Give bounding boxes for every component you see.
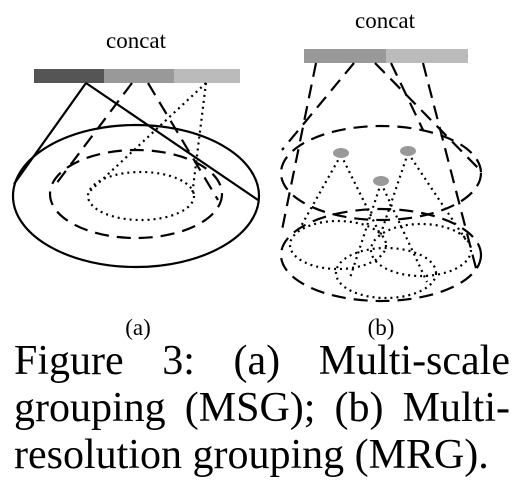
panel-a-bar-segment-1 [34, 69, 104, 83]
panel-b-local-region-bottom [334, 246, 438, 300]
panel-a-middle-cone-left [55, 82, 133, 185]
panel-a-outer-cone-right [85, 82, 259, 201]
panel-b-dotted-link [380, 182, 428, 283]
panel-b-bar-segment-2 [386, 49, 468, 63]
panel-a-inner-scale-ellipse [86, 170, 196, 222]
panel-a-bar-segment-3 [174, 69, 240, 83]
panel-b-dotted-link [348, 182, 383, 279]
panel-b-upper-level-ellipse [279, 124, 483, 222]
panel-b-dashed-cone-line [390, 62, 424, 131]
panel-b-local-region-left [288, 219, 388, 271]
panel-b-sampled-point [373, 176, 389, 186]
panel-a-bar-segment-2 [104, 69, 174, 83]
figure-caption: Figure 3: (a) Multi-scale grouping (MSG)… [14, 338, 510, 479]
panel-b-concat-label: concat [355, 8, 416, 33]
panel-a-middle-cone-right [147, 82, 219, 201]
panel-a-middle-scale-ellipse [48, 148, 224, 240]
caption-line-3: resolution grouping (MRG). [14, 432, 489, 478]
panel-b-dashed-cone-line [374, 62, 481, 171]
panel-a: concat (a) [11, 28, 261, 340]
panel-b-bar-segment-1 [304, 49, 386, 63]
panel-b-lower-level-ellipse [279, 207, 483, 303]
panel-a-concat-label: concat [106, 28, 167, 53]
panel-b: concat [279, 8, 483, 340]
panel-b-dotted-link [378, 152, 410, 237]
caption-line-1: Figure 3: (a) Multi-scale [14, 338, 510, 384]
panel-b-dashed-cone-line [280, 62, 318, 231]
panel-b-sampled-point [400, 146, 416, 156]
panel-b-dashed-cone-line [281, 62, 355, 151]
panel-b-dotted-link [340, 154, 382, 237]
diagram-canvas: concat (a) concat [11, 8, 483, 340]
panel-b-sampled-point [333, 148, 349, 158]
panel-a-outer-scale-ellipse [11, 123, 261, 269]
panel-b-sublabel: (b) [368, 315, 395, 340]
panel-b-dashed-cone-line [421, 62, 480, 277]
panel-a-outer-cone-left [13, 82, 87, 185]
panel-b-local-region-right [369, 222, 473, 278]
panel-a-inner-cone-right [190, 82, 208, 197]
panel-a-sublabel: (a) [125, 315, 151, 340]
caption-line-2: grouping (MSG); (b) Multi- [14, 385, 510, 431]
panel-b-dotted-link [299, 154, 342, 229]
panel-a-inner-cone-left [89, 82, 207, 192]
